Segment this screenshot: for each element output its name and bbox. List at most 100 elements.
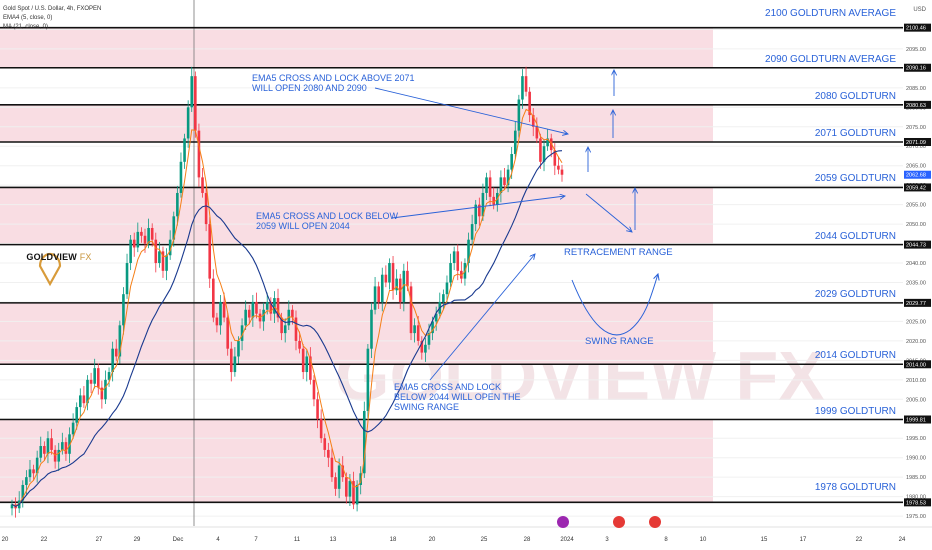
candle-body xyxy=(298,340,301,349)
price-tag-label: 2059.42 xyxy=(906,185,926,191)
time-tick-label: 18 xyxy=(390,537,397,543)
candle-body xyxy=(64,442,68,454)
highlight-zones xyxy=(0,27,713,503)
candle-body xyxy=(172,216,176,240)
candle-body xyxy=(513,130,517,155)
candle-body xyxy=(395,278,398,291)
candle-body xyxy=(208,224,212,279)
time-axis[interactable]: 20 22 27 29 Dec 4 7 11 13 18 20 25 28 2024 3 8 10 15 17 22 2… xyxy=(0,526,932,550)
annotation-arrows xyxy=(374,70,658,381)
candle-body xyxy=(233,356,237,373)
candle-body xyxy=(434,313,438,322)
candle-body xyxy=(68,434,71,454)
candle-body xyxy=(168,239,172,256)
candle-body xyxy=(312,379,316,400)
candle-body xyxy=(43,446,46,454)
candle-body xyxy=(240,325,244,341)
candle-body xyxy=(377,286,380,302)
candle-body xyxy=(452,251,456,264)
candle-body xyxy=(176,192,179,217)
price-tag-label: 1999.81 xyxy=(906,418,926,424)
price-tag-label: 2080.63 xyxy=(906,103,926,109)
price-axis[interactable]: 1975.001980.001985.001990.001995.002000.… xyxy=(903,0,932,550)
goldview-logo xyxy=(38,252,62,287)
time-tick-label: 28 xyxy=(524,537,531,543)
candle-body xyxy=(391,263,395,291)
candle-body xyxy=(467,239,470,264)
candle-body xyxy=(35,457,39,474)
time-tick-label: 24 xyxy=(899,537,906,543)
candle-body xyxy=(129,239,132,264)
us-flag-icon[interactable] xyxy=(649,516,661,528)
candle-body xyxy=(341,465,345,478)
ema-legend[interactable]: EMA4 (5, close, 0) xyxy=(3,15,53,21)
zone-1 xyxy=(0,104,713,142)
candle-body xyxy=(488,177,492,197)
level-label-1: 2090 GOLDTURN AVERAGE xyxy=(765,53,896,65)
candle-body xyxy=(100,387,104,400)
candle-body xyxy=(247,309,251,318)
candle-body xyxy=(57,449,61,462)
candle-body xyxy=(492,196,495,205)
ema-line xyxy=(11,108,563,507)
candle-body xyxy=(384,274,388,283)
price-tag xyxy=(904,298,931,307)
candle-body xyxy=(413,325,416,334)
candle-body xyxy=(53,449,57,462)
candle-body xyxy=(46,438,50,454)
time-tick-label: Dec xyxy=(173,537,184,543)
candle-body xyxy=(319,418,323,439)
time-tick-label: 2024 xyxy=(560,537,574,543)
candle-body xyxy=(143,235,147,244)
candle-body xyxy=(204,192,208,225)
candle-body xyxy=(107,372,111,380)
ma-legend[interactable]: MA (21, close, 0) xyxy=(3,24,49,30)
price-tag-label: 2029.77 xyxy=(906,301,926,307)
candle-body xyxy=(409,286,413,334)
lightning-icon[interactable] xyxy=(557,516,569,528)
symbol-title: Gold Spot / U.S. Dollar, 4h, FXOPEN xyxy=(3,6,102,12)
time-tick-label: 15 xyxy=(761,537,768,543)
annotation-retracement-range: RETRACEMENT RANGE xyxy=(564,247,673,258)
candle-body xyxy=(280,317,283,334)
candle-body xyxy=(528,91,531,116)
time-tick-label: 20 xyxy=(2,537,9,543)
candle-body xyxy=(294,317,298,341)
price-tag xyxy=(904,498,931,507)
swing-arc xyxy=(571,274,658,336)
candle-body xyxy=(352,481,355,505)
time-tick-label: 20 xyxy=(429,537,436,543)
us-flag-icon[interactable] xyxy=(613,516,625,528)
candle-body xyxy=(535,126,539,139)
candle-body xyxy=(269,301,273,314)
candle-body xyxy=(96,368,100,388)
price-tag xyxy=(904,360,931,369)
candle-body xyxy=(75,407,79,423)
brand-suffix: FX xyxy=(79,252,92,262)
candle-body xyxy=(560,169,564,175)
candle-body xyxy=(521,76,524,100)
candle-body xyxy=(549,138,553,151)
price-tick-label: 1975.00 xyxy=(906,514,926,520)
candle-body xyxy=(503,177,506,186)
candles xyxy=(10,66,564,518)
price-tick-label: 2050.00 xyxy=(906,222,926,228)
price-tag-label: 2071.09 xyxy=(906,140,926,146)
level-label-3: 2071 GOLDTURN xyxy=(814,127,896,139)
annotation-above-2071: EMA5 CROSS AND LOCK ABOVE 2071 WILL OPEN… xyxy=(252,73,415,93)
candle-body xyxy=(553,150,557,166)
candle-body xyxy=(506,169,510,186)
price-tag xyxy=(904,183,931,192)
candle-body xyxy=(132,239,136,248)
candle-body xyxy=(140,231,143,236)
candle-body xyxy=(445,282,449,295)
price-tag-label: 2090.16 xyxy=(906,66,926,72)
candle-body xyxy=(388,263,391,283)
candle-body xyxy=(186,107,190,139)
time-tick-label: 22 xyxy=(41,537,48,543)
candle-body xyxy=(150,227,154,240)
price-tick-label: 2085.00 xyxy=(906,86,926,92)
price-tick-label: 2070.00 xyxy=(906,144,926,150)
candle-body xyxy=(21,484,25,501)
